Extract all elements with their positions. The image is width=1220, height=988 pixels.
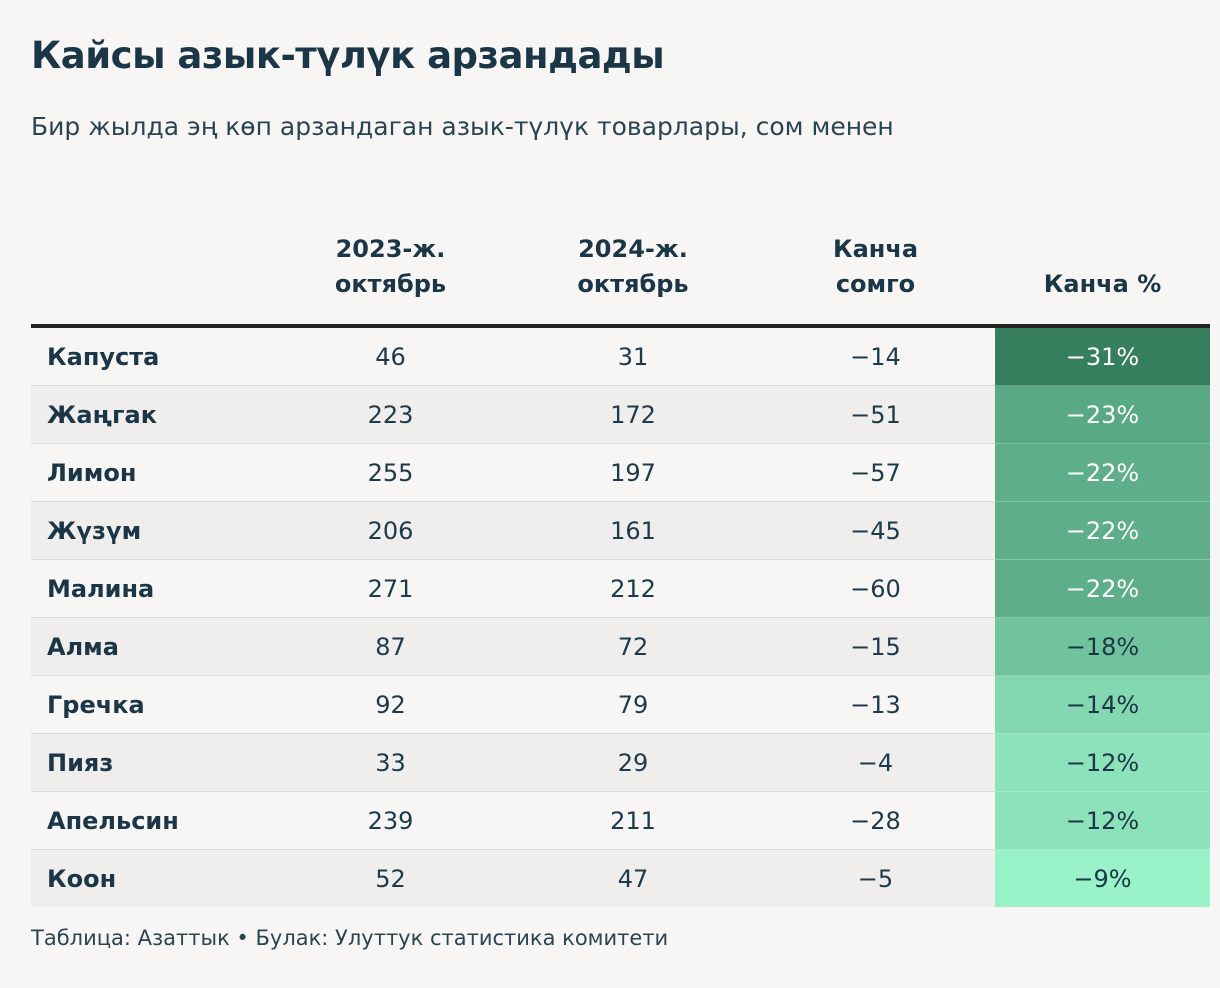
table-row: Лимон 255 197 −57 −22%	[31, 443, 1210, 502]
price-2023-cell: 206	[271, 501, 510, 560]
table-row: Коон 52 47 −5 −9%	[31, 849, 1210, 907]
price-2023-cell: 271	[271, 559, 510, 618]
product-name-cell: Коон	[31, 849, 271, 907]
diff-som-cell: −13	[756, 675, 995, 734]
table-header-row: 2023-ж. октябрь 2024-ж. октябрь Канча со…	[31, 190, 1210, 328]
product-name-cell: Алма	[31, 617, 271, 676]
header-diff-line1: Канча	[832, 235, 919, 264]
header-percent-label: Канча %	[1043, 270, 1162, 299]
price-2024-cell: 197	[510, 443, 756, 502]
product-name-cell: Капуста	[31, 326, 271, 386]
diff-som-cell: −45	[756, 501, 995, 560]
product-name-cell: Малина	[31, 559, 271, 618]
table-row: Капуста 46 31 −14 −31%	[31, 326, 1210, 386]
product-name-cell: Лимон	[31, 443, 271, 502]
table-row: Жүзүм 206 161 −45 −22%	[31, 501, 1210, 560]
diff-percent-cell: −9%	[995, 849, 1210, 907]
header-oct-2024-line2: октябрь	[577, 270, 689, 299]
price-2024-cell: 47	[510, 849, 756, 907]
price-2024-cell: 29	[510, 733, 756, 792]
header-diff-line2: сомго	[835, 270, 916, 299]
table-row: Алма 87 72 −15 −18%	[31, 617, 1210, 676]
price-2023-cell: 92	[271, 675, 510, 734]
table-body: Капуста 46 31 −14 −31% Жаңгак 223 172 −51 −23% Лим…	[31, 326, 1210, 907]
diff-percent-cell: −12%	[995, 733, 1210, 792]
diff-som-cell: −57	[756, 443, 995, 502]
product-name-cell: Пияз	[31, 733, 271, 792]
price-2024-cell: 211	[510, 791, 756, 850]
price-2024-cell: 72	[510, 617, 756, 676]
price-2023-cell: 46	[271, 326, 510, 386]
table-row: Пияз 33 29 −4 −12%	[31, 733, 1210, 792]
header-name	[31, 190, 271, 328]
header-diff-som: Канча сомго	[756, 190, 995, 328]
header-oct-2023-line1: 2023-ж.	[335, 235, 446, 264]
diff-percent-cell: −23%	[995, 385, 1210, 444]
diff-som-cell: −28	[756, 791, 995, 850]
price-table: 2023-ж. октябрь 2024-ж. октябрь Канча со…	[31, 190, 1210, 907]
diff-percent-cell: −12%	[995, 791, 1210, 850]
diff-percent-cell: −22%	[995, 443, 1210, 502]
product-name-cell: Апельсин	[31, 791, 271, 850]
diff-percent-cell: −31%	[995, 326, 1210, 386]
product-name-cell: Жүзүм	[31, 501, 271, 560]
product-name-cell: Жаңгак	[31, 385, 271, 444]
diff-som-cell: −14	[756, 326, 995, 386]
table-row: Гречка 92 79 −13 −14%	[31, 675, 1210, 734]
header-oct-2024: 2024-ж. октябрь	[510, 190, 756, 328]
table-row: Жаңгак 223 172 −51 −23%	[31, 385, 1210, 444]
diff-som-cell: −15	[756, 617, 995, 676]
price-2024-cell: 79	[510, 675, 756, 734]
diff-percent-cell: −22%	[995, 559, 1210, 618]
header-oct-2024-line1: 2024-ж.	[578, 235, 688, 264]
header-oct-2023-line2: октябрь	[334, 270, 447, 299]
product-name-cell: Гречка	[31, 675, 271, 734]
diff-percent-cell: −14%	[995, 675, 1210, 734]
price-2023-cell: 223	[271, 385, 510, 444]
price-2024-cell: 212	[510, 559, 756, 618]
diff-som-cell: −60	[756, 559, 995, 618]
diff-percent-cell: −18%	[995, 617, 1210, 676]
price-2024-cell: 172	[510, 385, 756, 444]
chart-title: Кайсы азык-түлүк арзандады	[31, 34, 665, 77]
diff-som-cell: −5	[756, 849, 995, 907]
price-2023-cell: 33	[271, 733, 510, 792]
table-row: Апельсин 239 211 −28 −12%	[31, 791, 1210, 850]
chart-subtitle: Бир жылда эң көп арзандаган азык-түлүк т…	[31, 112, 894, 141]
source-note: Таблица: Азаттык • Булак: Улуттук статис…	[31, 926, 669, 950]
header-diff-percent: Канча %	[995, 190, 1210, 328]
diff-som-cell: −4	[756, 733, 995, 792]
table-row: Малина 271 212 −60 −22%	[31, 559, 1210, 618]
header-oct-2023: 2023-ж. октябрь	[271, 190, 510, 328]
price-2023-cell: 87	[271, 617, 510, 676]
diff-percent-cell: −22%	[995, 501, 1210, 560]
diff-som-cell: −51	[756, 385, 995, 444]
price-2024-cell: 161	[510, 501, 756, 560]
price-2023-cell: 239	[271, 791, 510, 850]
price-2023-cell: 255	[271, 443, 510, 502]
price-2024-cell: 31	[510, 326, 756, 386]
price-2023-cell: 52	[271, 849, 510, 907]
